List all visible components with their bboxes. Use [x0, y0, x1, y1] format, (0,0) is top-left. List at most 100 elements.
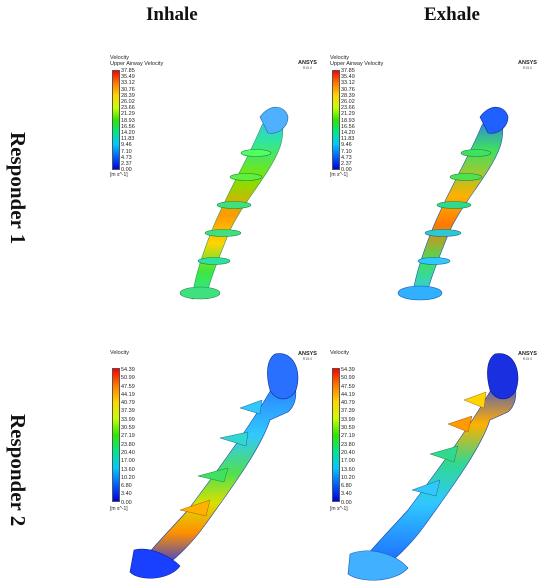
- ansys-logo: ANSYS R15.0: [518, 351, 537, 362]
- tick-label: 44.19: [121, 391, 135, 398]
- tick-label: 28.39: [121, 92, 135, 99]
- tick-label: 3.40: [121, 491, 132, 498]
- legend-subtitle: Upper Airway Velocity: [330, 61, 384, 67]
- legend-unit: [m s^-1]: [110, 506, 128, 512]
- legend-unit: [m s^-1]: [330, 506, 348, 512]
- tick-label: 13.60: [121, 466, 135, 473]
- row-header-responder-1: Responder 1: [6, 132, 30, 245]
- tick-label: 20.40: [341, 449, 355, 456]
- tick-label: 21.29: [121, 111, 135, 118]
- tick-label: 14.20: [341, 130, 355, 137]
- column-header-exhale: Exhale: [424, 4, 480, 25]
- legend-title: Velocity: [330, 350, 349, 356]
- tick-label: 13.60: [341, 466, 355, 473]
- panel-responder2-inhale: Velocity 54.39 50.99 47.59 44.19 40.79 3…: [110, 350, 322, 586]
- tick-label: 14.20: [121, 130, 135, 137]
- tick-label: 33.12: [341, 80, 355, 87]
- brand-version: R15.0: [522, 357, 533, 361]
- tick-label: 30.59: [121, 425, 135, 432]
- tick-label: 0.00: [121, 167, 132, 174]
- tick-label: 18.93: [341, 117, 355, 124]
- ansys-logo: ANSYS R15.0: [518, 60, 537, 71]
- brand-name: ANSYS: [518, 60, 537, 66]
- tick-label: 20.40: [121, 449, 135, 456]
- tick-label: 4.73: [121, 154, 132, 161]
- tick-label: 26.02: [121, 99, 135, 106]
- tick-label: 54.39: [121, 367, 135, 373]
- tick-label: 7.10: [121, 148, 132, 155]
- tick-label: 0.00: [121, 499, 132, 506]
- tick-label: 18.93: [121, 117, 135, 124]
- colorbar-ticks: 37.85 35.49 33.12 30.76 28.39 26.02 23.6…: [341, 68, 355, 173]
- tick-label: 33.99: [341, 416, 355, 423]
- tick-label: 44.19: [341, 391, 355, 398]
- colorbar-legend: Velocity Upper Airway Velocity 37.85 35.…: [330, 55, 384, 178]
- tick-label: 30.76: [121, 86, 135, 93]
- tick-label: 17.00: [341, 458, 355, 465]
- colorbar-legend: Velocity 54.39 50.99 47.59 44.19 40.79 3…: [110, 350, 135, 512]
- tick-label: 0.00: [341, 167, 352, 174]
- tick-label: 37.39: [341, 408, 355, 415]
- airway-velocity-render: [397, 106, 509, 301]
- tick-label: 23.66: [341, 105, 355, 112]
- colorbar: [112, 70, 120, 170]
- tick-label: 33.99: [121, 416, 135, 423]
- tick-label: 2.37: [121, 161, 132, 168]
- tick-label: 21.29: [341, 111, 355, 118]
- airway-velocity-render: [179, 106, 289, 300]
- tick-label: 27.19: [341, 433, 355, 440]
- tick-label: 33.12: [121, 80, 135, 87]
- tick-label: 2.37: [341, 161, 352, 168]
- colorbar: [332, 70, 340, 170]
- legend-title: Velocity: [110, 350, 129, 356]
- tick-label: 9.46: [341, 142, 352, 149]
- tick-label: 35.49: [341, 74, 355, 81]
- legend-title: Velocity: [330, 55, 349, 61]
- airway-velocity-render: [347, 353, 519, 581]
- brand-name: ANSYS: [298, 60, 317, 66]
- airway-velocity-render: [129, 353, 299, 579]
- row-header-responder-2: Responder 2: [6, 414, 30, 527]
- tick-label: 37.85: [121, 68, 135, 74]
- colorbar: [112, 368, 120, 502]
- colorbar-ticks: 37.85 35.49 33.12 30.76 28.39 26.02 23.6…: [121, 68, 135, 173]
- tick-label: 0.00: [341, 499, 352, 506]
- tick-label: 23.66: [121, 105, 135, 112]
- tick-label: 7.10: [341, 148, 352, 155]
- tick-label: 40.79: [341, 400, 355, 407]
- tick-label: 23.80: [341, 441, 355, 448]
- colorbar-legend: Velocity Upper Airway Velocity 37.85 35.…: [110, 55, 164, 178]
- brand-version: R15.0: [302, 357, 313, 361]
- tick-label: 10.20: [121, 474, 135, 481]
- tick-label: 6.80: [341, 483, 352, 490]
- legend-title: Velocity: [110, 55, 129, 61]
- tick-label: 37.85: [341, 68, 355, 74]
- brand-version: R15.0: [302, 66, 313, 70]
- tick-label: 23.80: [121, 441, 135, 448]
- tick-label: 54.39: [341, 367, 355, 373]
- legend-subtitle: Upper Airway Velocity: [110, 61, 164, 67]
- tick-label: 47.59: [121, 383, 135, 390]
- legend-unit: [m s^-1]: [110, 172, 128, 178]
- tick-label: 40.79: [121, 400, 135, 407]
- tick-label: 28.39: [341, 92, 355, 99]
- tick-label: 50.99: [341, 375, 355, 382]
- tick-label: 3.40: [341, 491, 352, 498]
- column-header-inhale: Inhale: [146, 4, 198, 25]
- tick-label: 30.76: [341, 86, 355, 93]
- tick-label: 26.02: [341, 99, 355, 106]
- tick-label: 47.59: [341, 383, 355, 390]
- tick-label: 4.73: [341, 154, 352, 161]
- tick-label: 11.83: [341, 136, 355, 143]
- colorbar-ticks: 54.39 50.99 47.59 44.19 40.79 37.39 33.9…: [341, 366, 355, 507]
- tick-label: 30.59: [341, 425, 355, 432]
- tick-label: 27.19: [121, 433, 135, 440]
- tick-label: 16.56: [341, 123, 355, 130]
- brand-name: ANSYS: [518, 351, 537, 357]
- tick-label: 11.83: [121, 136, 135, 143]
- brand-version: R15.0: [522, 66, 533, 70]
- tick-label: 9.46: [121, 142, 132, 149]
- ansys-logo: ANSYS R15.0: [298, 351, 317, 362]
- tick-label: 10.20: [341, 474, 355, 481]
- tick-label: 6.80: [121, 483, 132, 490]
